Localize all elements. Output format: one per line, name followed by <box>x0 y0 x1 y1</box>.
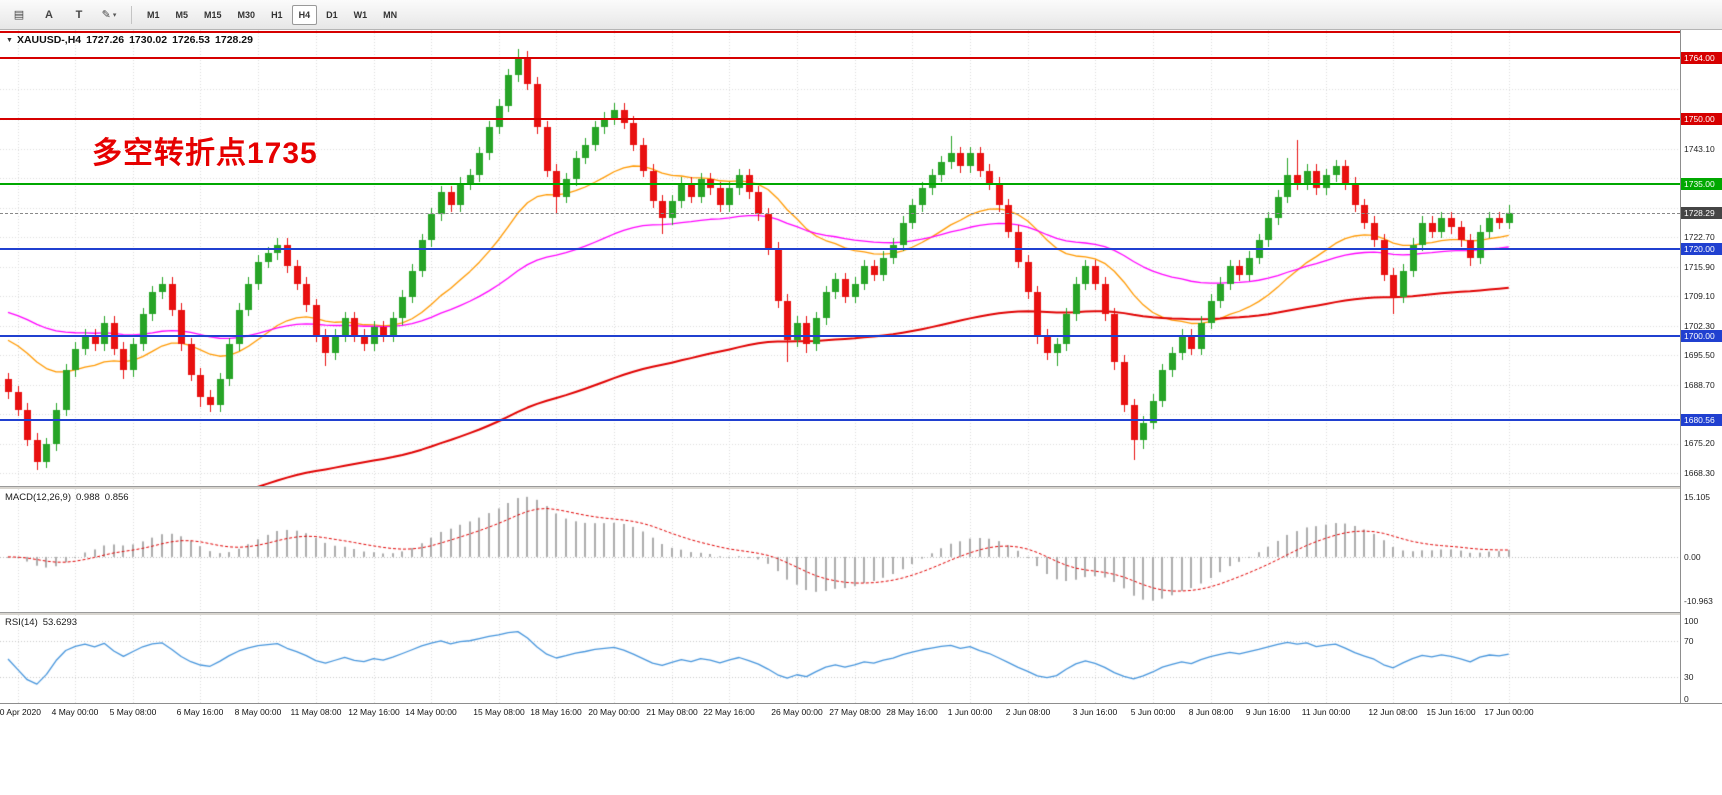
time-axis-label: 4 May 00:00 <box>51 707 99 717</box>
price-level-badge: 1720.00 <box>1681 242 1722 255</box>
hline-1769-9[interactable] <box>0 31 1680 34</box>
time-axis-label: 15 May 08:00 <box>473 707 525 717</box>
price-level-badge: 1764.00 <box>1681 51 1722 64</box>
time-axis-label: 8 May 00:00 <box>234 707 282 717</box>
hline-1720-00[interactable] <box>0 247 1680 250</box>
time-axis-label: 22 May 16:00 <box>703 707 755 717</box>
dropdown-caret-icon: ▾ <box>112 11 117 19</box>
price-level-badge: 1750.00 <box>1681 112 1722 125</box>
timeframe-button-m15[interactable]: M15 <box>204 9 222 20</box>
axis-tick-label: -10.963 <box>1684 595 1713 606</box>
price-scale[interactable]: 1743.10 1722.70 1715.90 1709.10 1702.30 1695.… <box>1680 30 1722 704</box>
axis-tick-label: 1722.70 <box>1684 232 1715 243</box>
ohlc-open: 1727.26 <box>86 34 125 46</box>
time-axis-label: 14 May 00:00 <box>405 707 457 717</box>
macd-label: MACD(12,26,9) 0.988 0.856 <box>5 492 129 503</box>
panel-separator[interactable] <box>0 486 1722 489</box>
hline-1764-00[interactable] <box>0 56 1680 59</box>
axis-tick-label: 0 <box>1684 694 1689 704</box>
time-axis-label: 2 Jun 08:00 <box>1005 707 1051 717</box>
timeframe-button-d1[interactable]: D1 <box>326 9 338 20</box>
cursor-tool-button[interactable]: A <box>45 8 53 21</box>
main-chart-canvas[interactable] <box>0 30 1680 486</box>
chart-title: ▼ XAUUSD-,H4 1727.26 1730.02 1726.53 1728.29 <box>6 34 253 46</box>
axis-tick-label: 100 <box>1684 616 1699 626</box>
time-axis-label: 26 May 00:00 <box>771 707 823 717</box>
timeframe-button-h4[interactable]: H4 <box>291 4 318 25</box>
annotation-text[interactable]: 多空转折点1735 <box>92 137 318 170</box>
macd-name: MACD(12,26,9) <box>5 492 71 503</box>
axis-tick-label: 1675.20 <box>1684 438 1715 449</box>
current-price-line <box>0 212 1680 214</box>
axis-tick-label: 1709.10 <box>1684 291 1715 302</box>
time-axis-label: 17 Jun 00:00 <box>1484 707 1534 717</box>
toolbar: ▤ A T ✎ ▾ M1 M5 M15 M30 H1 H4 D1 W1 MN <box>0 0 1722 30</box>
timeframe-button-h1[interactable]: H1 <box>271 9 283 20</box>
axis-tick-label: 1668.30 <box>1684 468 1715 479</box>
time-axis-label: 6 May 16:00 <box>176 707 224 717</box>
chart-window-icon[interactable]: ▤ <box>13 9 25 21</box>
panel-separator[interactable] <box>0 612 1722 615</box>
timeframe-button-m1[interactable]: M1 <box>147 9 160 20</box>
ohlc-high: 1730.02 <box>129 34 168 46</box>
hline-1735-00[interactable] <box>0 182 1680 185</box>
timeframe-button-mn[interactable]: MN <box>383 9 398 20</box>
timeframe-button-m30[interactable]: M30 <box>237 9 256 20</box>
collapse-arrow-icon: ▼ <box>6 37 13 44</box>
timeframe-button-m5[interactable]: M5 <box>175 9 189 20</box>
axis-tick-label: 30 <box>1684 671 1694 682</box>
time-axis-label: 21 May 08:00 <box>646 707 698 717</box>
time-axis-label: 12 May 16:00 <box>348 707 400 717</box>
rsi-name: RSI(14) <box>5 617 38 628</box>
time-axis-label: 1 Jun 00:00 <box>947 707 993 717</box>
axis-tick-label: 70 <box>1684 636 1694 647</box>
time-axis-label: 11 May 08:00 <box>290 707 342 717</box>
rsi-value: 53.6293 <box>42 617 78 628</box>
time-axis-label: 3 Jun 16:00 <box>1072 707 1118 717</box>
hline-1750-00[interactable] <box>0 117 1680 120</box>
time-axis[interactable]: 30 Apr 2020 4 May 00:00 5 May 08:00 6 May 1… <box>0 703 1722 723</box>
text-tool-button[interactable]: T <box>75 8 83 21</box>
axis-tick-label: 1702.30 <box>1684 320 1715 331</box>
axis-tick-label: 1715.90 <box>1684 261 1715 272</box>
time-axis-label: 18 May 16:00 <box>530 707 582 717</box>
toolbar-separator <box>131 5 132 24</box>
symbol-period-label: XAUUSD-,H4 <box>16 34 82 46</box>
timeframe-toolbar: M1 M5 M15 M30 H1 H4 D1 W1 MN <box>139 4 405 25</box>
hline-1680-56[interactable] <box>0 419 1680 422</box>
time-axis-label: 5 May 08:00 <box>109 707 157 717</box>
price-level-badge: 1728.29 <box>1681 206 1722 219</box>
axis-tick-label: 1743.10 <box>1684 143 1715 154</box>
axis-tick-label: 1695.50 <box>1684 350 1715 361</box>
time-axis-label: 8 Jun 08:00 <box>1188 707 1234 717</box>
ohlc-low: 1726.53 <box>172 34 211 46</box>
time-axis-label: 12 Jun 08:00 <box>1368 707 1418 717</box>
rsi-canvas[interactable] <box>0 615 1680 703</box>
ohlc-close: 1728.29 <box>215 34 253 46</box>
time-axis-label: 9 Jun 16:00 <box>1245 707 1291 717</box>
time-axis-label: 20 May 00:00 <box>588 707 640 717</box>
time-axis-label: 5 Jun 00:00 <box>1130 707 1176 717</box>
price-level-badge: 1680.56 <box>1681 414 1722 427</box>
time-axis-label: 15 Jun 16:00 <box>1426 707 1476 717</box>
price-level-badge: 1700.00 <box>1681 329 1722 342</box>
window-background <box>0 723 1722 795</box>
price-level-badge: 1735.00 <box>1681 177 1722 190</box>
axis-tick-label: 1688.70 <box>1684 379 1715 390</box>
macd-canvas[interactable] <box>0 489 1680 612</box>
macd-signal-value: 0.856 <box>104 492 129 503</box>
draw-tool-button[interactable]: ✎ ▾ <box>101 9 117 21</box>
time-axis-label: 28 May 16:00 <box>886 707 938 717</box>
toolbar-tools: ▤ A T ✎ ▾ <box>4 4 124 26</box>
macd-main-value: 0.988 <box>76 492 100 503</box>
time-axis-label: 30 Apr 2020 <box>0 707 41 717</box>
axis-tick-label: 15.105 <box>1684 491 1710 502</box>
time-axis-label: 11 Jun 00:00 <box>1301 707 1351 717</box>
timeframe-button-w1[interactable]: W1 <box>353 9 368 20</box>
hline-1700-00[interactable] <box>0 334 1680 337</box>
time-axis-label: 27 May 08:00 <box>829 707 881 717</box>
axis-tick-label: 0.00 <box>1684 551 1701 562</box>
rsi-label: RSI(14) 53.6293 <box>5 617 77 628</box>
